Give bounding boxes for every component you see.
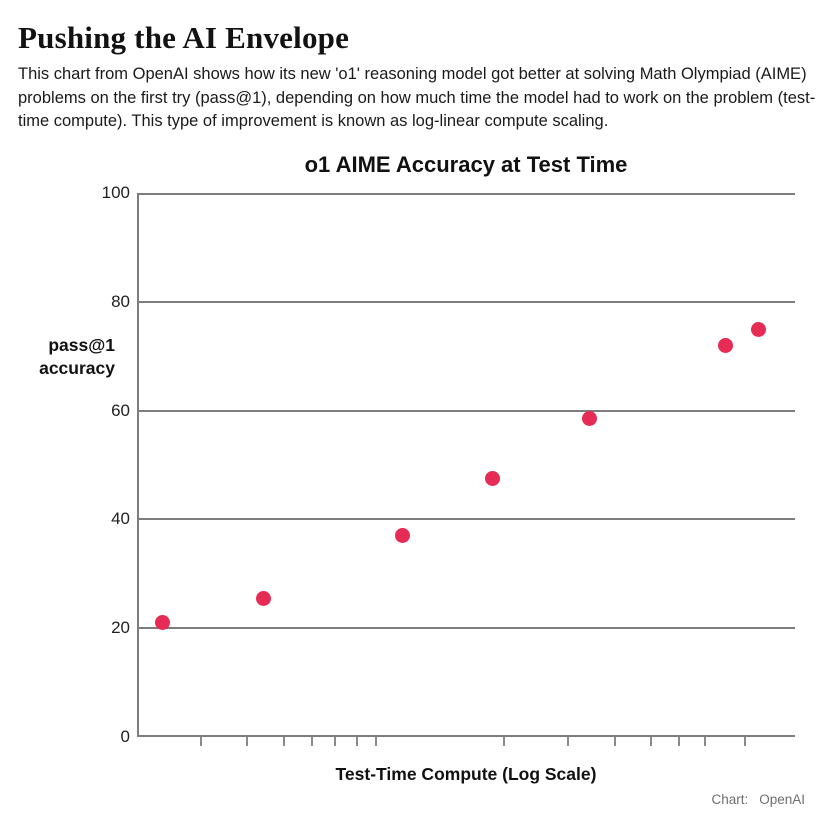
- y-tick-label-80: 80: [111, 292, 130, 311]
- x-minor-tick: [567, 737, 569, 746]
- y-tick-label-100: 100: [101, 183, 130, 202]
- data-point-47.5: [485, 471, 500, 486]
- x-axis-line: [137, 735, 795, 737]
- y-tick-label-0: 0: [120, 727, 130, 746]
- y-axis-title-line1: pass@1: [48, 335, 115, 355]
- x-axis-title: Test-Time Compute (Log Scale): [335, 764, 597, 784]
- y-axis-title: pass@1 accuracy: [16, 334, 115, 380]
- data-point-25.5: [256, 591, 271, 606]
- x-minor-tick: [246, 737, 248, 746]
- x-minor-tick: [200, 737, 202, 746]
- page-description: This chart from OpenAI shows how its new…: [18, 65, 816, 130]
- x-minor-tick: [704, 737, 706, 746]
- gridline-y-40: [137, 518, 795, 520]
- gridline-y-80: [137, 301, 795, 303]
- plot-area: [137, 193, 795, 746]
- x-minor-tick: [311, 737, 313, 746]
- x-minor-tick: [283, 737, 285, 746]
- x-minor-tick: [375, 737, 377, 746]
- data-point-75: [751, 322, 766, 337]
- x-minor-tick: [334, 737, 336, 746]
- x-minor-tick: [744, 737, 746, 746]
- gridline-y-20: [137, 627, 795, 629]
- gridline-y-60: [137, 410, 795, 412]
- data-point-58.5: [582, 411, 597, 426]
- data-point-37: [395, 528, 410, 543]
- chart-attribution: Chart: OpenAI: [711, 792, 805, 807]
- x-minor-tick: [503, 737, 505, 746]
- page-title: Pushing the AI Envelope: [18, 20, 350, 55]
- x-minor-tick: [678, 737, 680, 746]
- data-point-21: [155, 615, 170, 630]
- gridline-y-100: [137, 193, 795, 195]
- y-tick-label-20: 20: [111, 618, 130, 637]
- x-minor-tick: [650, 737, 652, 746]
- attribution-label: Chart:: [711, 792, 749, 807]
- y-axis-title-line2: accuracy: [39, 358, 115, 378]
- y-tick-label-60: 60: [111, 401, 130, 420]
- y-tick-label-40: 40: [111, 509, 130, 528]
- x-minor-tick: [356, 737, 358, 746]
- x-minor-tick: [614, 737, 616, 746]
- y-axis-line: [137, 193, 139, 737]
- chart-title: o1 AIME Accuracy at Test Time: [304, 152, 628, 177]
- data-point-72: [718, 338, 733, 353]
- attribution-source: OpenAI: [759, 792, 805, 807]
